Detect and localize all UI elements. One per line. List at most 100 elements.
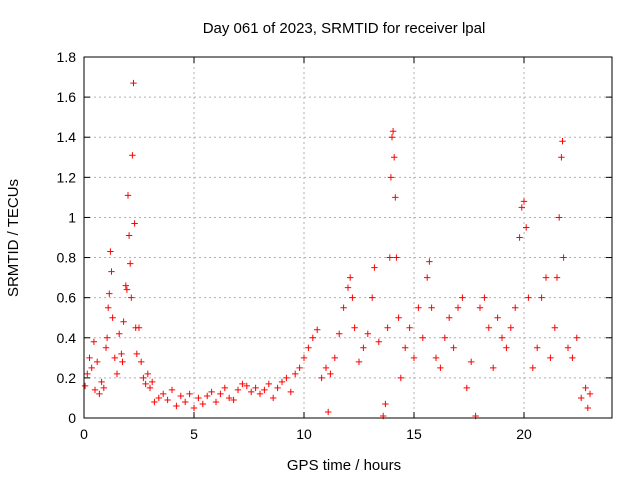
data-point-marker <box>586 390 594 398</box>
data-point-marker <box>384 324 391 331</box>
data-point-marker <box>108 268 115 275</box>
data-point-marker <box>118 350 125 358</box>
y-tick-label: 1.2 <box>57 169 77 185</box>
data-point-marker <box>463 384 470 392</box>
data-point-marker <box>160 390 167 398</box>
data-point-marker <box>190 404 198 412</box>
data-point-marker <box>138 358 145 366</box>
data-point-marker <box>446 314 453 321</box>
data-point-marker <box>584 404 591 412</box>
data-point-marker <box>389 128 397 135</box>
data-point-marker <box>208 388 215 396</box>
data-point-marker <box>551 324 558 331</box>
data-point-marker <box>553 274 561 281</box>
data-point-marker <box>142 380 149 388</box>
data-point-marker <box>111 354 118 362</box>
data-point-marker <box>415 304 422 311</box>
data-point-marker <box>375 338 382 345</box>
data-point-marker <box>428 304 435 311</box>
data-point-marker <box>529 364 536 372</box>
x-tick-label: 5 <box>190 426 198 442</box>
data-point-marker <box>100 384 107 392</box>
data-point-marker <box>252 384 259 392</box>
data-point-marker <box>556 214 563 221</box>
data-point-marker <box>327 370 334 378</box>
data-point-marker <box>314 326 321 333</box>
data-point-marker <box>494 314 501 321</box>
data-point-marker <box>144 370 151 378</box>
x-tick-label: 10 <box>296 426 312 442</box>
data-point-marker <box>432 354 440 362</box>
data-point-marker <box>168 386 176 394</box>
data-point-marker <box>119 358 126 366</box>
data-point-marker <box>547 354 554 362</box>
data-point-marker <box>336 330 343 337</box>
data-point-marker <box>355 358 363 366</box>
data-point-marker <box>498 334 506 341</box>
data-point-marker <box>391 154 398 161</box>
data-point-marker <box>109 314 116 321</box>
data-point-marker <box>512 304 519 311</box>
data-point-marker <box>344 284 352 291</box>
data-point-marker <box>86 354 93 362</box>
data-point-marker <box>91 386 99 394</box>
x-axis-label: GPS time / hours <box>287 457 401 474</box>
data-point-marker <box>318 374 325 382</box>
data-point-marker <box>102 344 110 352</box>
y-tick-label: 1.8 <box>57 49 77 65</box>
data-point-marker <box>459 294 466 301</box>
data-point-marker <box>525 294 532 301</box>
data-point-marker <box>424 274 431 281</box>
data-point-marker <box>538 294 545 301</box>
data-point-marker <box>182 398 189 406</box>
data-point-marker <box>578 394 585 402</box>
data-point-marker <box>573 334 580 341</box>
data-point-marker <box>177 392 184 400</box>
data-point-marker <box>481 294 488 301</box>
data-point-marker <box>325 408 332 416</box>
data-point-marker <box>518 204 525 211</box>
data-point-marker <box>186 390 193 398</box>
data-point-marker <box>387 174 395 181</box>
data-point-marker <box>558 154 565 161</box>
data-point-marker <box>234 386 242 394</box>
data-point-marker <box>564 344 572 352</box>
data-point-marker <box>582 384 589 392</box>
data-point-marker <box>369 294 376 301</box>
data-point-marker <box>125 232 133 239</box>
data-point-marker <box>364 330 371 337</box>
data-point-marker <box>520 198 528 205</box>
data-point-marker <box>305 344 312 352</box>
data-point-marker <box>122 282 129 289</box>
data-point-marker <box>340 304 347 311</box>
data-point-marker <box>388 134 396 141</box>
data-point-marker <box>164 396 171 404</box>
y-tick-label: 1 <box>68 209 76 225</box>
data-point-marker <box>88 364 95 372</box>
data-point-marker <box>382 400 389 408</box>
data-point-marker <box>300 354 308 362</box>
data-point-marker <box>120 318 127 325</box>
data-point-marker <box>410 354 418 362</box>
data-point-marker <box>90 338 98 345</box>
y-tick-label: 1.6 <box>57 89 77 105</box>
data-point-marker <box>397 374 404 382</box>
y-tick-label: 0.2 <box>57 370 77 386</box>
data-point-marker <box>81 382 89 390</box>
data-point-marker <box>84 370 91 378</box>
data-point-marker <box>98 378 105 386</box>
chart-ticks: 0 0.2 0.4 0.6 0.8 1 1.2 1.4 1.6 1.8 0 5 10 15 20 <box>57 49 612 442</box>
x-tick-label: 0 <box>80 426 88 442</box>
chart-marks <box>81 79 594 420</box>
data-point-marker <box>283 374 290 382</box>
data-point-marker <box>406 324 413 331</box>
data-point-marker <box>523 224 530 231</box>
data-point-marker <box>393 254 400 261</box>
data-point-marker <box>103 334 111 341</box>
data-point-marker <box>468 358 475 366</box>
data-point-marker <box>212 398 220 406</box>
data-point-marker <box>140 374 147 382</box>
data-point-marker <box>292 370 299 378</box>
data-point-marker <box>441 334 448 341</box>
data-point-marker <box>230 396 237 404</box>
